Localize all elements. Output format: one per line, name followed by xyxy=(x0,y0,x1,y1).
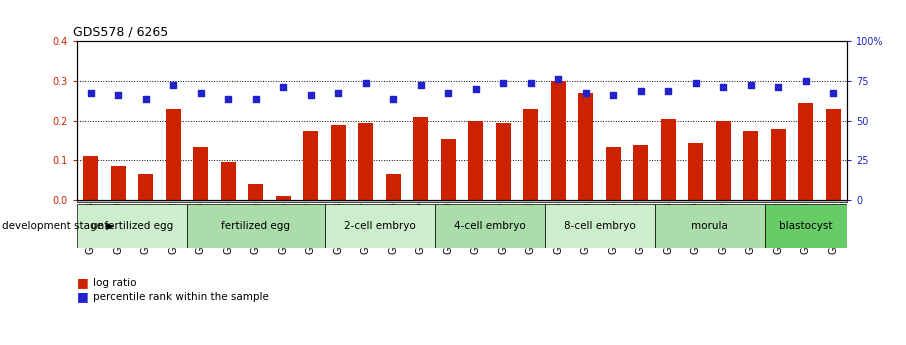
Point xyxy=(744,82,758,88)
Bar xyxy=(660,119,676,200)
Text: percentile rank within the sample: percentile rank within the sample xyxy=(93,292,269,302)
Point xyxy=(304,92,318,98)
Bar xyxy=(440,139,456,200)
Point xyxy=(359,81,373,86)
Point xyxy=(468,86,483,92)
Bar xyxy=(545,204,654,248)
Text: 4-cell embryo: 4-cell embryo xyxy=(454,221,525,231)
Point xyxy=(606,92,621,98)
Bar xyxy=(578,93,593,200)
Point xyxy=(661,89,676,94)
Point xyxy=(276,85,291,90)
Point xyxy=(441,90,456,96)
Text: log ratio: log ratio xyxy=(93,278,137,288)
Text: 8-cell embryo: 8-cell embryo xyxy=(564,221,635,231)
Text: ■: ■ xyxy=(77,276,89,289)
Point xyxy=(633,89,648,94)
Bar xyxy=(83,156,99,200)
Point xyxy=(716,85,730,90)
Point xyxy=(139,97,153,102)
Text: fertilized egg: fertilized egg xyxy=(221,221,290,231)
Bar xyxy=(248,184,264,200)
Point xyxy=(524,81,538,86)
Point xyxy=(579,90,593,96)
Bar xyxy=(771,129,786,200)
Point xyxy=(689,81,703,86)
Point xyxy=(111,92,126,98)
Text: ■: ■ xyxy=(77,290,89,303)
Point xyxy=(331,90,345,96)
Text: development stage ▶: development stage ▶ xyxy=(2,221,114,231)
Bar xyxy=(716,121,731,200)
Bar xyxy=(825,109,841,200)
Bar xyxy=(275,196,291,200)
Text: unfertilized egg: unfertilized egg xyxy=(91,221,173,231)
Text: blastocyst: blastocyst xyxy=(779,221,833,231)
Text: morula: morula xyxy=(691,221,728,231)
Bar xyxy=(654,204,765,248)
Point xyxy=(771,85,786,90)
Bar xyxy=(331,125,346,200)
Bar xyxy=(187,204,324,248)
Bar xyxy=(435,204,545,248)
Bar xyxy=(524,109,538,200)
Bar xyxy=(633,145,649,200)
Point xyxy=(798,78,813,84)
Bar xyxy=(166,109,181,200)
Bar xyxy=(765,204,847,248)
Point xyxy=(194,90,208,96)
Bar xyxy=(221,162,236,200)
Point xyxy=(83,90,98,96)
Bar xyxy=(413,117,429,200)
Bar xyxy=(606,147,621,200)
Text: GDS578 / 6265: GDS578 / 6265 xyxy=(73,26,169,39)
Bar xyxy=(77,204,187,248)
Bar xyxy=(689,142,703,200)
Point xyxy=(248,97,263,102)
Bar xyxy=(358,123,373,200)
Point xyxy=(166,82,180,88)
Bar xyxy=(111,166,126,200)
Bar xyxy=(496,123,511,200)
Bar xyxy=(324,204,435,248)
Bar xyxy=(798,103,814,200)
Point xyxy=(221,97,236,102)
Bar xyxy=(304,131,318,200)
Bar xyxy=(193,147,208,200)
Point xyxy=(413,82,428,88)
Bar xyxy=(743,131,758,200)
Bar xyxy=(139,174,153,200)
Point xyxy=(551,77,565,82)
Point xyxy=(826,90,841,96)
Point xyxy=(496,81,511,86)
Bar xyxy=(468,121,484,200)
Bar xyxy=(551,81,566,200)
Text: 2-cell embryo: 2-cell embryo xyxy=(343,221,416,231)
Bar xyxy=(386,174,400,200)
Point xyxy=(386,97,400,102)
